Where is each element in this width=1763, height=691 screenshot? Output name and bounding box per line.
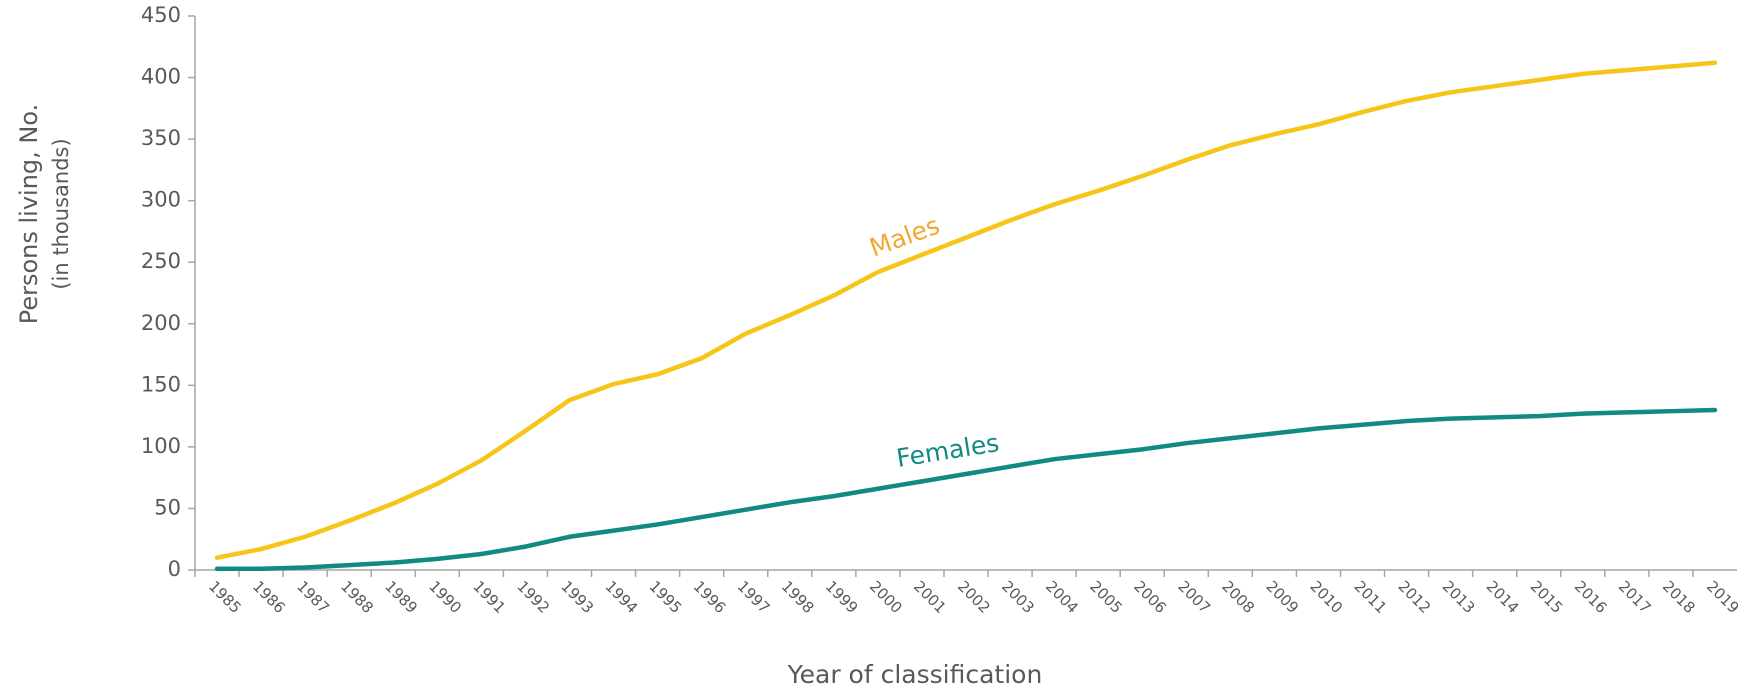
x-tick-label: 1993 bbox=[557, 577, 597, 617]
x-tick-label: 2001 bbox=[910, 577, 950, 617]
x-tick-label: 1989 bbox=[381, 577, 421, 617]
y-axis-title: Persons living, No. bbox=[15, 104, 43, 325]
x-tick-label: 2005 bbox=[1086, 577, 1126, 617]
x-tick-label: 2009 bbox=[1262, 577, 1302, 617]
series-label: Males bbox=[866, 211, 944, 263]
y-axis-subtitle: (in thousands) bbox=[49, 138, 73, 289]
x-tick-label: 1985 bbox=[205, 577, 245, 617]
series-label: Females bbox=[894, 428, 1001, 473]
x-tick-label: 1990 bbox=[425, 577, 465, 617]
x-tick-label: 2011 bbox=[1351, 577, 1391, 617]
y-tick-label: 0 bbox=[168, 557, 181, 581]
y-tick-label: 50 bbox=[154, 495, 181, 519]
x-tick-label: 1994 bbox=[602, 577, 642, 617]
x-tick-label: 1987 bbox=[293, 577, 333, 617]
x-tick-label: 2015 bbox=[1527, 577, 1567, 617]
x-tick-label: 2003 bbox=[998, 577, 1038, 617]
y-tick-label: 100 bbox=[141, 434, 181, 458]
y-tick-label: 300 bbox=[141, 188, 181, 212]
x-tick-label: 2006 bbox=[1130, 577, 1170, 617]
x-tick-label: 2008 bbox=[1218, 577, 1258, 617]
x-tick-label: 1991 bbox=[469, 577, 509, 617]
y-tick-label: 350 bbox=[141, 126, 181, 150]
x-tick-label: 1999 bbox=[822, 577, 862, 617]
y-tick-label: 150 bbox=[141, 372, 181, 396]
x-tick-label: 1998 bbox=[778, 577, 818, 617]
x-tick-label: 2018 bbox=[1659, 577, 1699, 617]
y-tick-label: 450 bbox=[141, 3, 181, 27]
x-tick-label: 1997 bbox=[734, 577, 774, 617]
x-tick-label: 2012 bbox=[1395, 577, 1435, 617]
x-tick-label: 1995 bbox=[646, 577, 686, 617]
x-tick-label: 2019 bbox=[1703, 577, 1743, 617]
y-tick-label: 400 bbox=[141, 65, 181, 89]
x-tick-label: 2000 bbox=[866, 577, 906, 617]
x-tick-label: 1992 bbox=[513, 577, 553, 617]
x-tick-label: 2007 bbox=[1174, 577, 1214, 617]
x-tick-label: 1996 bbox=[690, 577, 730, 617]
series-line bbox=[214, 60, 1718, 560]
x-tick-label: 2013 bbox=[1439, 577, 1479, 617]
x-tick-label: 2002 bbox=[954, 577, 994, 617]
x-tick-label: 1986 bbox=[249, 577, 289, 617]
y-tick-label: 200 bbox=[141, 311, 181, 335]
x-tick-label: 2010 bbox=[1306, 577, 1346, 617]
x-tick-label: 2016 bbox=[1571, 577, 1611, 617]
x-tick-label: 2014 bbox=[1483, 577, 1523, 617]
x-tick-label: 1988 bbox=[337, 577, 377, 617]
x-axis-title: Year of classification bbox=[787, 660, 1043, 689]
series-line bbox=[214, 407, 1718, 572]
y-tick-label: 250 bbox=[141, 249, 181, 273]
x-tick-label: 2004 bbox=[1042, 577, 1082, 617]
x-tick-label: 2017 bbox=[1615, 577, 1655, 617]
